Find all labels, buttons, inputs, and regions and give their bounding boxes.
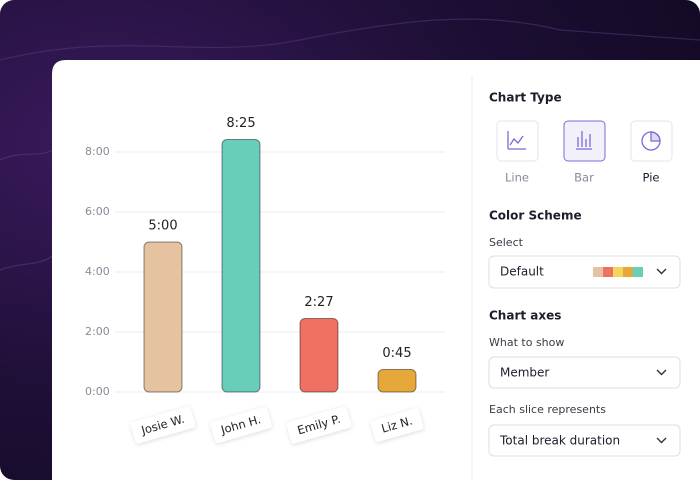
field-label: Select	[489, 236, 524, 249]
value-label: 2:27	[304, 295, 333, 310]
swatch	[603, 267, 613, 277]
chart-type-button[interactable]	[496, 120, 539, 162]
chart-type-icon	[507, 131, 526, 150]
field-label: What to show	[489, 336, 564, 349]
dropdown[interactable]	[488, 424, 681, 457]
swatch	[593, 267, 603, 277]
tag-background	[130, 406, 196, 444]
chart-type-icon	[650, 131, 661, 142]
decor-wave	[0, 255, 53, 271]
dropdown-value: Total break duration	[499, 434, 620, 448]
chevron	[656, 268, 667, 275]
field-label: Each slice represents	[489, 403, 606, 416]
swatch	[623, 267, 633, 277]
dropdown[interactable]	[488, 255, 681, 289]
swatch	[633, 267, 643, 277]
value-label: 5:00	[148, 219, 177, 234]
y-tick-label: 2:00	[85, 325, 110, 338]
decor-wave	[0, 149, 53, 161]
chevron	[656, 369, 667, 376]
value-label: 8:25	[226, 116, 255, 131]
dropdown-value: Default	[500, 265, 544, 279]
bar	[299, 318, 339, 393]
chart-type-label: Line	[505, 171, 529, 185]
bar	[221, 138, 261, 393]
tag-background	[210, 407, 272, 443]
bar	[143, 241, 183, 393]
chevron	[656, 437, 667, 444]
bar	[377, 369, 417, 393]
y-tick-label: 6:00	[85, 205, 110, 218]
chart-type-options: Line Bar Pie	[496, 120, 673, 185]
swatches	[593, 267, 643, 277]
y-tick-label: 8:00	[85, 145, 110, 158]
category-tag: Liz N.	[370, 408, 424, 442]
dropdown-value: Member	[500, 366, 549, 380]
value-label: 0:45	[382, 346, 411, 361]
y-tick-label: 4:00	[85, 265, 110, 278]
chart-type-label: Bar	[574, 171, 594, 185]
tag-background	[370, 408, 424, 442]
section-title: Color Scheme	[489, 209, 582, 223]
swatch	[613, 267, 623, 277]
tag-background	[286, 406, 352, 444]
y-tick-label: 0:00	[85, 385, 110, 398]
decor-wave	[0, 18, 700, 61]
dropdown[interactable]	[488, 356, 681, 389]
chart-type-button[interactable]	[563, 120, 606, 162]
section-title: Chart Type	[489, 91, 562, 105]
section-title: Chart axes	[489, 309, 561, 323]
chart-type-label: Pie	[643, 171, 660, 185]
chart-type-icon	[576, 131, 592, 150]
